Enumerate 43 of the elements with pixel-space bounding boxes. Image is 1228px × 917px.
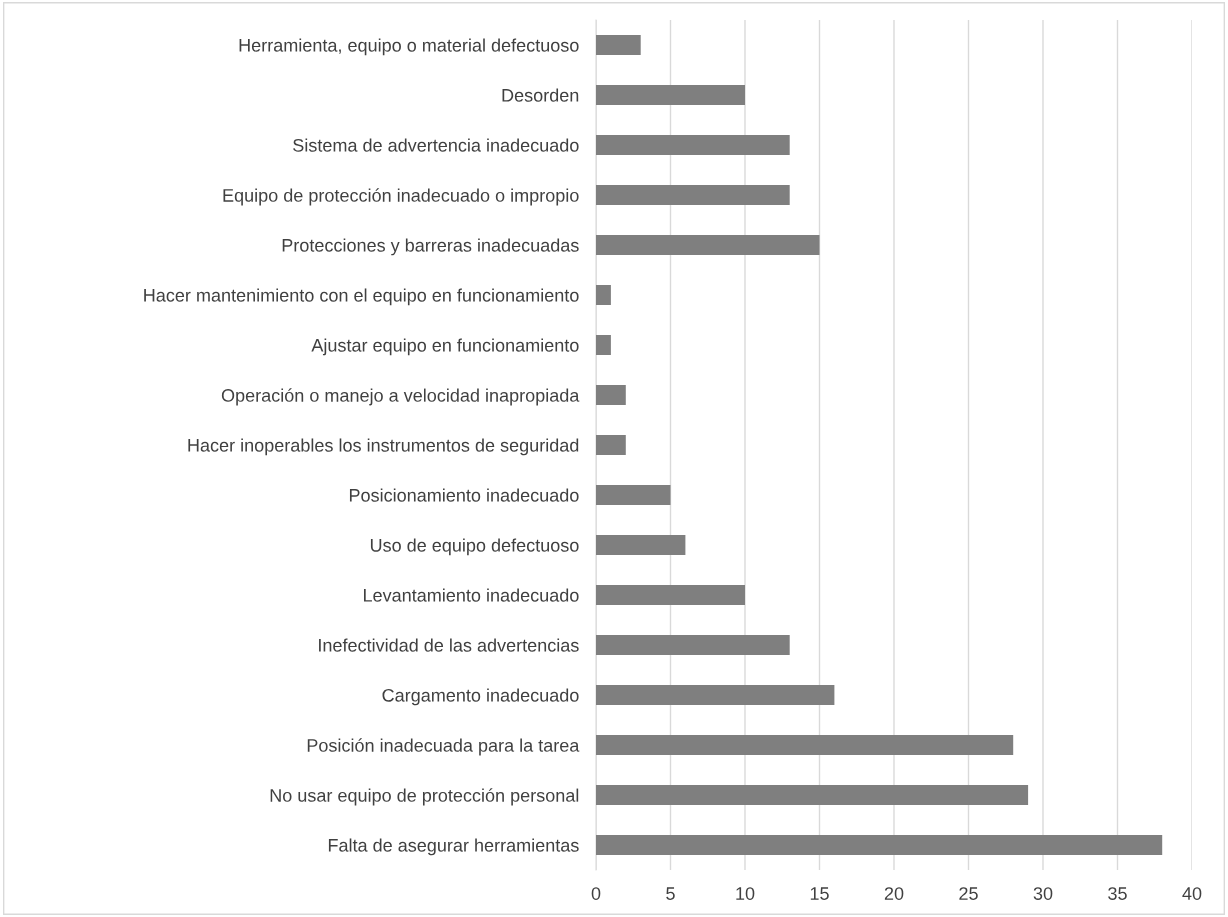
y-tick-label: Operación o manejo a velocidad inapropiada: [221, 388, 580, 406]
x-tick-label: 0: [591, 887, 601, 900]
bar: [596, 35, 641, 55]
bar: [596, 135, 790, 155]
bar: [596, 85, 745, 105]
x-tick-label: 20: [884, 887, 904, 900]
x-tick-label: 5: [666, 887, 675, 900]
bar: [596, 535, 686, 555]
x-tick-label: 10: [736, 887, 755, 900]
bar: [596, 785, 1029, 805]
x-tick-label: 25: [959, 887, 978, 900]
bar: [596, 235, 820, 255]
y-tick-label: Hacer inoperables los instrumentos de seguridad: [188, 438, 579, 456]
bar: [596, 585, 745, 605]
y-tick-label: Desorden: [502, 88, 579, 102]
y-tick-label: Equipo de protección inadecuado o impropio: [223, 188, 579, 206]
y-tick-label: Ajustar equipo en funcionamiento: [311, 338, 579, 356]
x-tick-label: 30: [1033, 887, 1053, 900]
y-tick-label: Levantamiento inadecuado: [364, 588, 579, 602]
bar: [596, 285, 611, 305]
bar: [596, 835, 1163, 855]
bar: [596, 685, 835, 705]
y-tick-label: Protecciones y barreras inadecuadas: [282, 238, 579, 256]
y-tick-label: Sistema de advertencia inadecuado: [293, 138, 579, 152]
x-tick-label: 40: [1182, 887, 1202, 900]
y-tick-label: Hacer mantenimiento con el equipo en funcionamiento: [144, 288, 579, 306]
bar: [596, 435, 626, 455]
y-tick-label: Posicionamiento inadecuado: [349, 488, 579, 502]
y-tick-label: Uso de equipo defectuoso: [370, 538, 579, 556]
y-tick-label: No usar equipo de protección personal: [270, 788, 579, 806]
y-tick-label: Cargamento inadecuado: [382, 688, 579, 706]
bar: [596, 485, 671, 505]
bar: [596, 635, 790, 655]
bar: [596, 385, 626, 405]
bar: [596, 185, 790, 205]
y-tick-label: Herramienta, equipo o material defectuoso: [239, 38, 579, 56]
y-tick-label: Posición inadecuada para la tarea: [307, 738, 580, 756]
bar: [596, 735, 1014, 755]
x-tick-label: 35: [1108, 887, 1127, 900]
x-tick-label: 15: [810, 887, 829, 900]
y-tick-label: Falta de asegurar herramientas: [328, 838, 579, 856]
bar: [596, 335, 611, 355]
y-tick-label: Inefectividad de las advertencias: [319, 638, 579, 652]
